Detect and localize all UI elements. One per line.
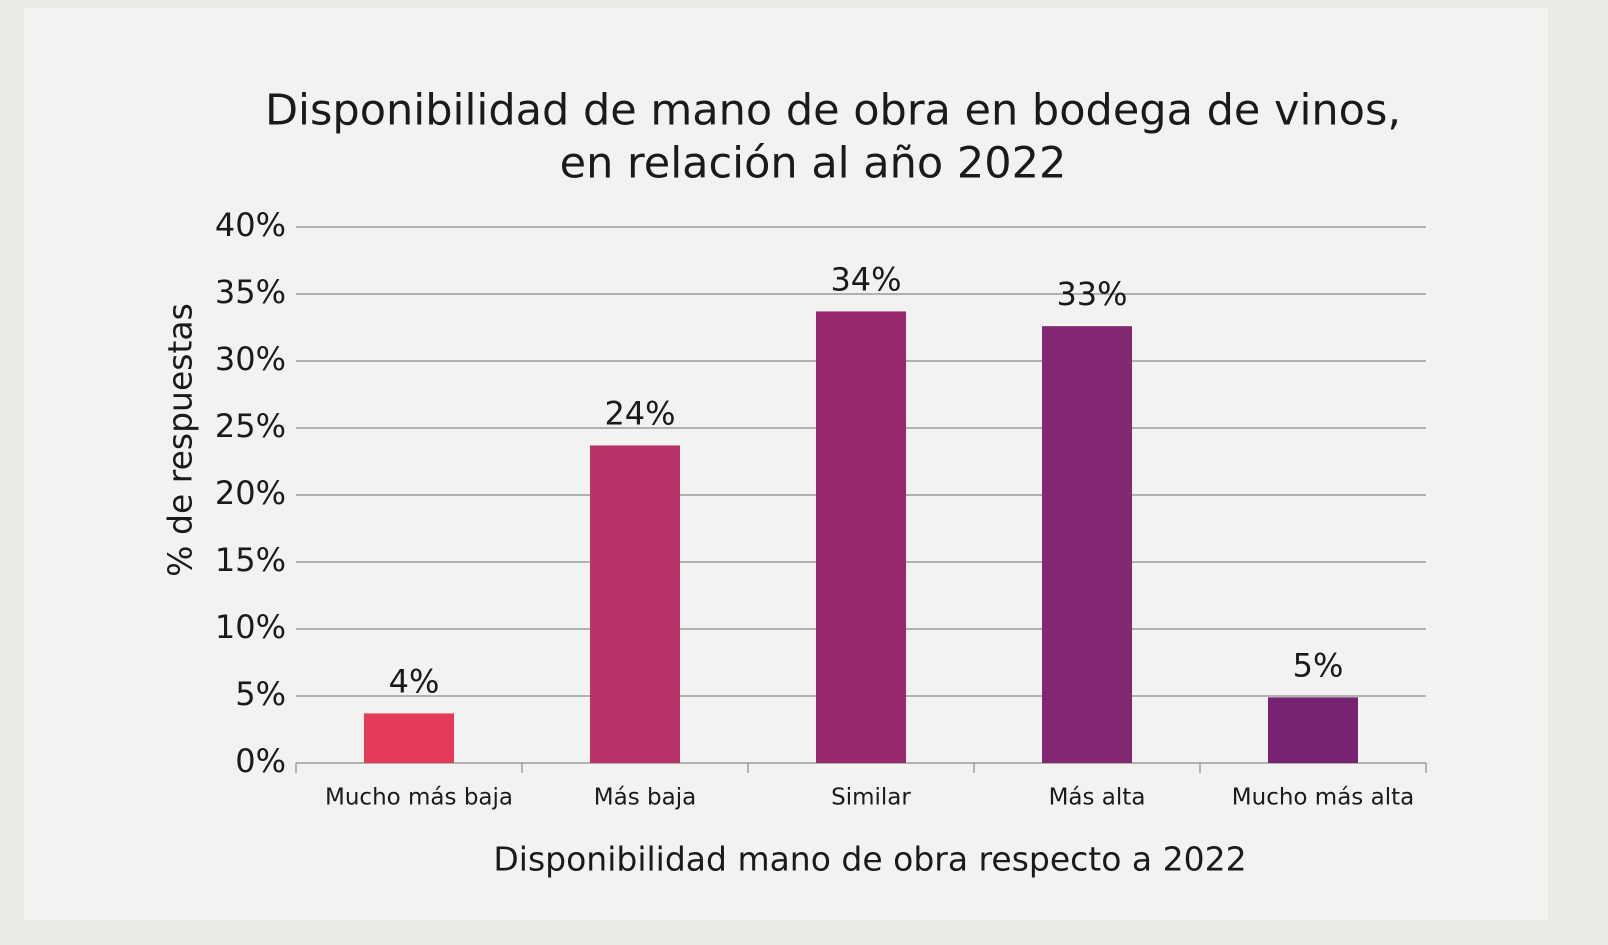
y-tick-label: 0%	[235, 742, 286, 780]
x-tick-label: Más baja	[594, 785, 696, 811]
bar	[816, 311, 906, 763]
card	[24, 8, 1548, 920]
data-label: 34%	[830, 260, 901, 298]
x-tick-label: Mucho más baja	[325, 785, 513, 811]
y-tick-label: 10%	[215, 608, 286, 646]
data-label: 33%	[1056, 275, 1127, 313]
x-tick-label: Mucho más alta	[1232, 785, 1414, 811]
y-tick-label: 30%	[215, 340, 286, 378]
data-label: 24%	[604, 394, 675, 432]
y-axis-label: % de respuestas	[161, 303, 200, 577]
chart-title: Disponibilidad de mano de obra en bodega…	[265, 86, 1401, 136]
data-label: 4%	[389, 662, 440, 700]
y-tick-label: 15%	[215, 541, 286, 579]
bar	[364, 713, 454, 763]
chart-title: en relación al año 2022	[560, 139, 1067, 189]
y-tick-label: 25%	[215, 407, 286, 445]
y-tick-label: 40%	[215, 206, 286, 244]
bar	[590, 445, 680, 763]
y-tick-label: 35%	[215, 273, 286, 311]
x-tick-label: Similar	[831, 785, 911, 811]
y-tick-label: 20%	[215, 474, 286, 512]
y-tick-label: 5%	[235, 675, 286, 713]
x-axis-label: Disponibilidad mano de obra respecto a 2…	[493, 840, 1246, 879]
bar	[1042, 326, 1132, 763]
data-label: 5%	[1293, 646, 1344, 684]
bar	[1268, 697, 1358, 763]
x-tick-label: Más alta	[1049, 785, 1146, 811]
